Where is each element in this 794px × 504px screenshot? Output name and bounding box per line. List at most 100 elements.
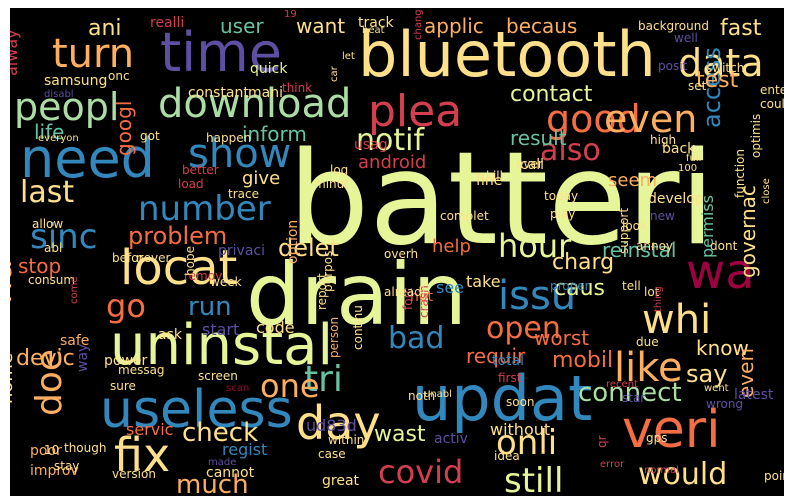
cloud-word: dont xyxy=(710,239,738,253)
cloud-word: noth xyxy=(408,389,436,403)
cloud-word: alreadi xyxy=(384,285,426,299)
cloud-word: screen xyxy=(198,369,238,383)
cloud-word: applic xyxy=(424,14,484,38)
cloud-word: mani xyxy=(248,85,283,101)
cloud-word: set xyxy=(688,79,707,93)
cloud-word: notif xyxy=(356,123,425,158)
cloud-word: realli xyxy=(150,15,185,31)
word-cloud: batteri drain bluetooth uninstal updat time ne… xyxy=(10,8,784,496)
cloud-word: annoy xyxy=(636,239,674,253)
cloud-word: got xyxy=(140,129,160,143)
cloud-word: check xyxy=(182,418,259,448)
cloud-word: data xyxy=(678,41,764,85)
cloud-word: proper xyxy=(550,279,590,293)
cloud-word: contact xyxy=(510,82,593,107)
cloud-word: regist xyxy=(222,440,268,459)
cloud-word: turn xyxy=(52,31,135,77)
cloud-word: tri xyxy=(304,359,343,400)
cloud-word: track xyxy=(358,15,394,31)
cloud-word: privaci xyxy=(218,243,265,259)
cloud-word: governac xyxy=(736,185,760,278)
cloud-word: could xyxy=(760,97,784,111)
cloud-word: wast xyxy=(374,422,426,447)
cloud-word: power xyxy=(104,353,148,369)
cloud-word: take xyxy=(466,272,501,291)
cloud-word: stay xyxy=(54,459,80,473)
cloud-word: sure xyxy=(110,379,136,393)
cloud-word: complet xyxy=(440,209,489,223)
cloud-word: help xyxy=(432,236,471,257)
cloud-word: idea xyxy=(494,449,520,463)
cloud-word: peopl xyxy=(14,85,120,129)
cloud-word: sinc xyxy=(30,217,98,257)
cloud-word: wrong xyxy=(706,397,744,411)
cloud-word: user xyxy=(220,14,264,38)
cloud-word: first xyxy=(498,371,522,385)
cloud-word: continu xyxy=(351,305,365,350)
cloud-word: caus xyxy=(554,276,605,301)
cloud-word: fast xyxy=(720,16,762,41)
cloud-word: even xyxy=(604,97,698,141)
cloud-word: devic xyxy=(16,346,75,371)
cloud-word: cannot xyxy=(206,465,255,481)
cloud-word: go xyxy=(106,287,146,325)
cloud-word: lot xyxy=(644,285,660,299)
cloud-word: usag xyxy=(354,137,388,153)
cloud-word: stop xyxy=(18,254,62,278)
cloud-word: messag xyxy=(118,363,165,377)
cloud-word: bad xyxy=(388,321,445,356)
cloud-word: bluetooth xyxy=(358,18,656,91)
cloud-word: last xyxy=(20,175,75,210)
cloud-word: wa xyxy=(686,244,755,300)
cloud-word: constant xyxy=(188,85,249,101)
cloud-word: qr xyxy=(595,435,609,448)
cloud-word: fix xyxy=(114,428,171,482)
cloud-word: kill xyxy=(486,169,503,183)
cloud-word: total xyxy=(492,353,525,369)
cloud-word: full xyxy=(686,153,702,164)
cloud-word: let xyxy=(342,51,355,62)
cloud-word: also xyxy=(540,133,601,168)
cloud-word: befor xyxy=(112,251,144,265)
cloud-word: tell xyxy=(622,279,641,293)
cloud-word: code xyxy=(256,318,295,337)
cloud-word: charg xyxy=(552,250,615,275)
cloud-word: useless xyxy=(100,380,293,440)
cloud-word: switch xyxy=(706,61,745,75)
cloud-word: high xyxy=(650,133,677,147)
cloud-word: scan xyxy=(226,383,250,394)
cloud-word: show xyxy=(188,131,292,177)
cloud-word: close xyxy=(761,178,772,204)
cloud-word: safe xyxy=(60,333,90,349)
cloud-word: much xyxy=(176,470,249,496)
cloud-word: time xyxy=(160,21,283,84)
cloud-word: case xyxy=(318,447,346,461)
cloud-word: issu xyxy=(498,273,577,319)
cloud-word: minut xyxy=(314,177,349,191)
cloud-word: overh xyxy=(384,247,419,261)
cloud-word: load xyxy=(178,177,204,191)
cloud-word: poor xyxy=(30,443,62,459)
cloud-word: never xyxy=(136,251,171,265)
cloud-word: car xyxy=(329,66,340,82)
cloud-word: need xyxy=(20,127,155,190)
cloud-word: batteri xyxy=(288,125,715,274)
cloud-word: home xyxy=(10,352,17,404)
cloud-word: download xyxy=(158,81,352,127)
cloud-word: run xyxy=(188,292,232,322)
cloud-word: day xyxy=(296,396,381,450)
cloud-word: would xyxy=(638,457,728,492)
cloud-word: connect xyxy=(578,378,682,408)
cloud-word: problem xyxy=(128,222,228,250)
cloud-word: googl xyxy=(112,100,136,156)
cloud-word: thing xyxy=(653,286,664,312)
cloud-word: point xyxy=(764,469,784,483)
cloud-word: look xyxy=(622,219,647,233)
cloud-word: person xyxy=(327,316,341,358)
cloud-word: better xyxy=(182,163,219,177)
cloud-word: option xyxy=(285,219,301,264)
cloud-word: 19 xyxy=(284,9,297,20)
cloud-word: function xyxy=(733,148,747,198)
cloud-word: heat xyxy=(362,25,385,36)
cloud-word: number xyxy=(138,189,271,229)
